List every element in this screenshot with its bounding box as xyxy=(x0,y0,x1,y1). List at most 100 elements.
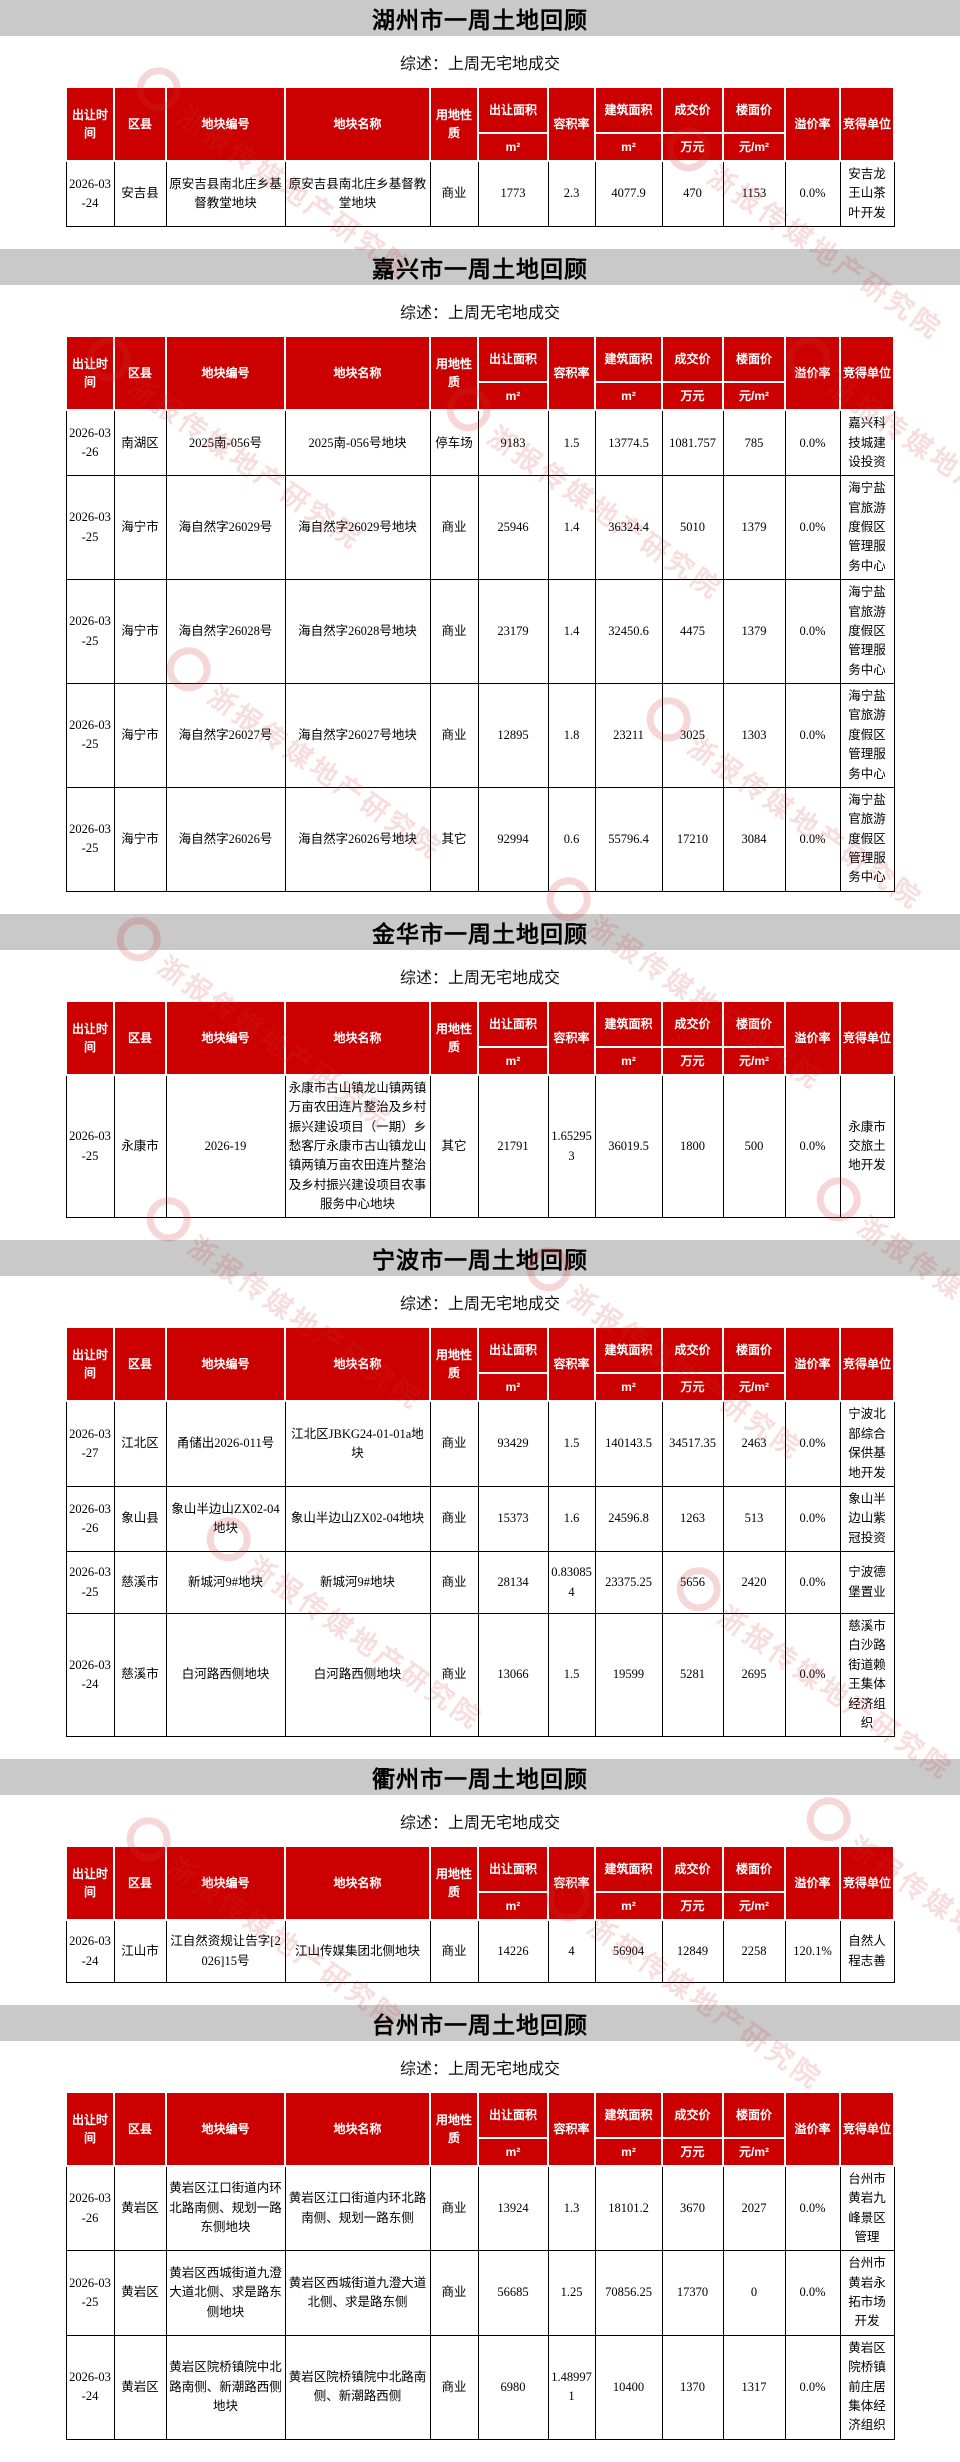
table-cell: 其它 xyxy=(429,786,479,892)
col-header-time: 出让时间 xyxy=(65,1326,115,1403)
col-header-district: 区县 xyxy=(113,2090,167,2167)
table-row: 2026-03-26 南湖区 2025南-056号 2025南-056号地块 停车场 91… xyxy=(65,409,895,477)
col-header-code: 地块编号 xyxy=(165,1326,286,1403)
table-cell: 120.1% xyxy=(784,1919,841,1983)
col-unit-floor: 元/m² xyxy=(722,1891,786,1922)
table-cell: 其它 xyxy=(429,1074,479,1219)
col-header-area: 出让面积 xyxy=(477,1326,549,1375)
table-cell: 1.5 xyxy=(547,409,596,477)
col-header-area: 出让面积 xyxy=(477,999,549,1048)
table-cell: 23375.25 xyxy=(594,1551,663,1614)
col-header-barea: 建筑面积 xyxy=(594,1845,663,1894)
table-cell: 1.3 xyxy=(547,2165,596,2252)
table-cell: 1.25 xyxy=(547,2250,596,2336)
table-cell: 海宁市 xyxy=(113,475,167,581)
col-header-floor: 楼面价 xyxy=(722,999,786,1048)
table-cell: 0.0% xyxy=(784,409,841,477)
col-header-floor: 楼面价 xyxy=(722,2090,786,2139)
col-header-use: 用地性质 xyxy=(429,2090,479,2167)
table-cell: 白河路西侧地块 xyxy=(284,1612,431,1738)
table-cell: 黄岩区院桥镇院中北路南侧、新潮路西侧地块 xyxy=(165,2334,286,2440)
table-cell: 海宁市 xyxy=(113,683,167,788)
table-cell: 商业 xyxy=(429,1919,479,1983)
col-header-winner: 竞得单位 xyxy=(839,1845,895,1922)
table-cell: 2026-03-25 xyxy=(65,2250,115,2336)
col-header-far: 容积率 xyxy=(547,1326,596,1403)
table-cell: 2026-03-27 xyxy=(65,1400,115,1487)
section-title: 衢州市一周土地回顾 xyxy=(372,1766,588,1793)
col-header-far: 容积率 xyxy=(547,1845,596,1922)
col-unit-floor: 元/m² xyxy=(722,381,786,412)
col-unit-area: m² xyxy=(477,2136,549,2167)
table-cell: 0.0% xyxy=(784,2334,841,2440)
section-summary: 综述：上周无宅地成交 xyxy=(399,1815,560,1833)
section-banner: 台州市一周土地回顾 xyxy=(0,2004,960,2041)
table-cell: 513 xyxy=(722,1485,786,1553)
table-cell: 4 xyxy=(547,1919,596,1983)
section-title: 宁波市一周土地回顾 xyxy=(372,1247,588,1274)
col-header-floor: 楼面价 xyxy=(722,335,786,384)
table-body: 2026-03-24 安吉县 原安吉县南北庄乡基督教堂地块 原安吉县南北庄乡基督教堂地… xyxy=(65,160,895,228)
col-unit-price: 万元 xyxy=(661,1372,724,1403)
land-table: 出让时间 区县 地块编号 地块名称 用地性质 出让面积 容积率 建筑面积 成交价… xyxy=(65,86,895,228)
col-unit-barea: m² xyxy=(594,381,663,412)
table-body: 2026-03-24 江山市 江自然资规让告字[2026]15号 江山传媒集团北侧地块… xyxy=(65,1919,895,1983)
table-cell: 1370 xyxy=(661,2334,724,2440)
col-header-floor: 楼面价 xyxy=(722,1845,786,1894)
table-cell: 1.4 xyxy=(547,579,596,684)
table-cell: 商业 xyxy=(429,1400,479,1487)
table-cell: 13924 xyxy=(477,2165,549,2252)
table-cell: 南湖区 xyxy=(113,409,167,477)
table-cell: 象山半边山ZX02-04地块 xyxy=(284,1485,431,1553)
table-cell: 3025 xyxy=(661,683,724,788)
table-cell: 0.0% xyxy=(784,475,841,581)
col-header-premium: 溢价率 xyxy=(784,86,841,162)
table-row: 2026-03-24 黄岩区 黄岩区院桥镇院中北路南侧、新潮路西侧地块 黄岩区院桥镇院… xyxy=(65,2334,895,2440)
table-cell: 34517.35 xyxy=(661,1400,724,1487)
table-cell: 慈溪市白沙路街道赖王集体经济组织 xyxy=(839,1612,895,1738)
table-header: 出让时间 区县 地块编号 地块名称 用地性质 出让面积 容积率 建筑面积 成交价… xyxy=(65,86,895,162)
table-cell: 江北区 xyxy=(113,1400,167,1487)
city-section: 金华市一周土地回顾 综述：上周无宅地成交 出让时间 区县 地块编号 地块名称 用… xyxy=(0,913,960,1219)
table-cell: 15373 xyxy=(477,1485,549,1553)
table-cell: 0.0% xyxy=(784,683,841,788)
table-cell: 5281 xyxy=(661,1612,724,1738)
table-row: 2026-03-25 海宁市 海自然字26027号 海自然字26027号地块 商业 128… xyxy=(65,683,895,788)
city-section: 台州市一周土地回顾 综述：上周无宅地成交 出让时间 区县 地块编号 地块名称 用… xyxy=(0,2004,960,2440)
table-cell: 海宁盐官旅游度假区管理服务中心 xyxy=(839,579,895,684)
col-header-area: 出让面积 xyxy=(477,2090,549,2139)
table-cell: 2026-03-24 xyxy=(65,160,115,228)
table-cell: 2026-03-25 xyxy=(65,683,115,788)
table-cell: 1773 xyxy=(477,160,549,228)
table-cell: 象山半边山紫冠投资 xyxy=(839,1485,895,1553)
col-header-price: 成交价 xyxy=(661,1845,724,1894)
table-cell: 黄岩区院桥镇院中北路南侧、新潮路西侧 xyxy=(284,2334,431,2440)
table-cell: 2025南-056号 xyxy=(165,409,286,477)
col-header-area: 出让面积 xyxy=(477,86,549,134)
col-header-far: 容积率 xyxy=(547,86,596,162)
table-cell: 23179 xyxy=(477,579,549,684)
table-cell: 1.489971 xyxy=(547,2334,596,2440)
col-unit-area: m² xyxy=(477,381,549,412)
col-header-winner: 竞得单位 xyxy=(839,2090,895,2167)
col-header-code: 地块编号 xyxy=(165,2090,286,2167)
table-cell: 海自然字26027号地块 xyxy=(284,683,431,788)
table-cell: 安吉县 xyxy=(113,160,167,228)
col-header-code: 地块编号 xyxy=(165,335,286,412)
table-cell: 2026-03-24 xyxy=(65,1919,115,1983)
col-header-barea: 建筑面积 xyxy=(594,86,663,134)
col-header-time: 出让时间 xyxy=(65,86,115,162)
table-cell: 黄岩区江口街道内环北路南侧、规划一路东侧 xyxy=(284,2165,431,2252)
col-header-winner: 竞得单位 xyxy=(839,86,895,162)
table-cell: 2026-03-26 xyxy=(65,2165,115,2252)
table-cell: 1317 xyxy=(722,2334,786,2440)
table-cell: 25946 xyxy=(477,475,549,581)
col-unit-barea: m² xyxy=(594,2136,663,2167)
table-cell: 0.0% xyxy=(784,2250,841,2336)
table-cell: 宁波北部综合保供基地开发 xyxy=(839,1400,895,1487)
table-cell: 12895 xyxy=(477,683,549,788)
table-cell: 2420 xyxy=(722,1551,786,1614)
col-header-district: 区县 xyxy=(113,999,167,1076)
table-cell: 1263 xyxy=(661,1485,724,1553)
table-cell: 商业 xyxy=(429,683,479,788)
